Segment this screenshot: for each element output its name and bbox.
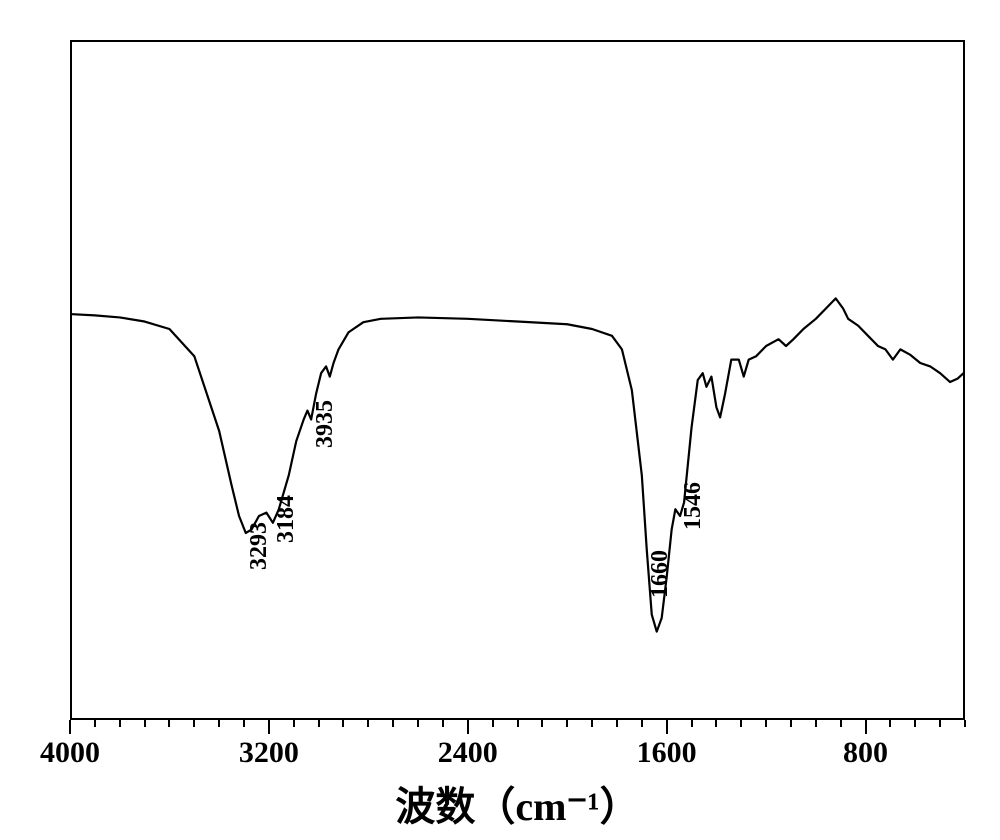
peak-label: 3184 — [273, 495, 300, 543]
x-tick-minor — [566, 720, 568, 727]
x-tick-minor — [94, 720, 96, 727]
x-tick-minor — [964, 720, 966, 727]
x-tick-major — [865, 720, 867, 734]
x-tick-minor — [218, 720, 220, 727]
x-tick-major — [69, 720, 71, 734]
x-tick-minor — [367, 720, 369, 727]
x-tick-label: 1600 — [637, 736, 697, 770]
x-tick-label: 800 — [843, 736, 888, 770]
x-tick-minor — [939, 720, 941, 727]
x-tick-major — [467, 720, 469, 734]
x-tick-minor — [914, 720, 916, 727]
x-tick-minor — [417, 720, 419, 727]
x-tick-minor — [144, 720, 146, 727]
x-tick-minor — [765, 720, 767, 727]
x-tick-minor — [840, 720, 842, 727]
x-tick-minor — [740, 720, 742, 727]
x-tick-minor — [541, 720, 543, 727]
x-tick-minor — [168, 720, 170, 727]
x-tick-minor — [715, 720, 717, 727]
x-tick-minor — [641, 720, 643, 727]
peak-label: 1546 — [680, 482, 707, 530]
ir-spectrum-figure: 4000 3200 2400 1600 800 波数（cm⁻¹） 32933184 3935 1… — [0, 0, 1000, 840]
x-tick-label: 4000 — [40, 736, 100, 770]
peak-label: 1660 — [647, 550, 674, 598]
peak-label: 3935 — [312, 400, 339, 448]
x-tick-minor — [442, 720, 444, 727]
x-tick-minor — [492, 720, 494, 727]
x-tick-minor — [392, 720, 394, 727]
x-tick-label: 3200 — [239, 736, 299, 770]
peak-label: 3293 — [246, 522, 273, 570]
x-tick-minor — [591, 720, 593, 727]
spectrum-line — [70, 40, 965, 720]
x-axis-title: 波数（cm⁻¹） — [395, 774, 639, 832]
x-tick-minor — [318, 720, 320, 727]
x-tick-minor — [517, 720, 519, 727]
x-tick-minor — [691, 720, 693, 727]
x-tick-minor — [293, 720, 295, 727]
x-tick-minor — [119, 720, 121, 727]
x-tick-minor — [790, 720, 792, 727]
x-tick-major — [268, 720, 270, 734]
plot-area: 4000320024001600800波数（cm⁻¹）3293318439351… — [70, 40, 965, 720]
x-tick-major — [666, 720, 668, 734]
x-tick-minor — [889, 720, 891, 727]
x-tick-minor — [616, 720, 618, 727]
x-tick-minor — [342, 720, 344, 727]
x-tick-minor — [815, 720, 817, 727]
x-tick-minor — [193, 720, 195, 727]
x-tick-minor — [243, 720, 245, 727]
x-tick-label: 2400 — [438, 736, 498, 770]
